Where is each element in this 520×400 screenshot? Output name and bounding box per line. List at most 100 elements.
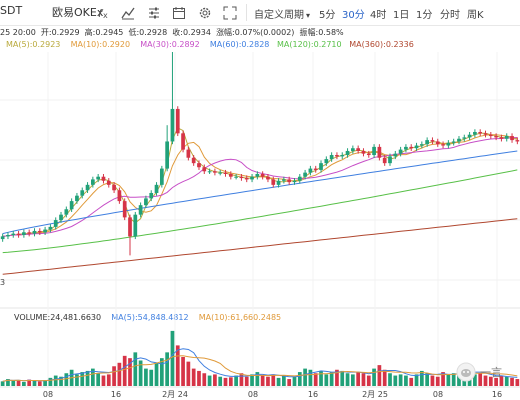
candle-body xyxy=(510,136,514,141)
volume-bar xyxy=(32,380,37,386)
candle-body xyxy=(351,148,355,151)
ma120-line xyxy=(2,169,518,254)
timeframe-timeshare[interactable]: 分时 xyxy=(440,10,460,21)
volume-bar xyxy=(313,373,318,386)
volume-bar xyxy=(122,355,127,386)
volume-bar xyxy=(22,381,26,386)
timeframe-1m[interactable]: 1分 xyxy=(416,10,433,21)
volume-bar xyxy=(319,370,323,386)
volume-bar xyxy=(271,374,276,386)
period-selector-label: 自定义周期 xyxy=(254,10,304,21)
low-value: 0.2928 xyxy=(139,28,168,37)
line-chart-icon[interactable] xyxy=(120,5,136,21)
ma120-legend: MA(120):0.2710 xyxy=(277,40,342,49)
candle-body xyxy=(414,145,419,149)
volume-bar xyxy=(414,374,419,386)
volume-ma-lines xyxy=(2,348,518,382)
candle-body xyxy=(48,226,53,230)
timeframe-30m[interactable]: 30分 xyxy=(342,10,365,21)
volume-bar xyxy=(244,376,249,386)
change-value: 0.07%(0.0002) xyxy=(234,28,295,37)
candle-body xyxy=(202,167,207,172)
calendar-icon[interactable] xyxy=(171,5,187,21)
volume-bar xyxy=(340,370,345,386)
volume-bar xyxy=(53,375,58,386)
y-axis-label: 3 xyxy=(0,278,5,287)
volume-ma10-line xyxy=(2,355,518,382)
volume-bar xyxy=(425,373,429,386)
candle-body xyxy=(64,209,69,215)
candle-body xyxy=(255,174,260,177)
candle-body xyxy=(75,195,79,202)
volume-bar xyxy=(149,369,154,386)
volume-bar xyxy=(138,360,143,386)
candle-body xyxy=(340,155,345,157)
timeframe-5m[interactable]: 5分 xyxy=(319,10,336,21)
volume-bar xyxy=(69,369,74,386)
candle-body xyxy=(319,163,323,170)
high-value: 0.2945 xyxy=(95,28,124,37)
candle-body xyxy=(313,168,318,170)
candle-body xyxy=(0,236,5,240)
volume-bar xyxy=(186,361,191,386)
candle-body xyxy=(515,140,520,142)
ma-legend-line: MA(5):0.2923 MA(10):0.2920 MA(30):0.2892… xyxy=(6,40,414,49)
svg-text:f: f xyxy=(98,7,104,20)
volume-bar xyxy=(361,373,366,386)
volume-bar xyxy=(451,373,456,386)
candle-body xyxy=(335,155,339,157)
sliders-icon[interactable] xyxy=(146,5,162,21)
x-tick-label: 08 xyxy=(43,390,53,399)
volume-bar xyxy=(404,375,408,386)
ma10-line xyxy=(2,134,518,237)
candle-body xyxy=(175,108,180,134)
timeframe-weekly[interactable]: 周K xyxy=(467,10,484,21)
volume-bar xyxy=(297,372,302,386)
volume-bar xyxy=(250,374,254,386)
candle-body xyxy=(404,146,408,150)
watermark: 一言 xyxy=(456,360,520,384)
candle-body xyxy=(282,179,286,181)
volume-bar xyxy=(175,345,180,386)
candle-body xyxy=(488,134,493,137)
gear-icon[interactable] xyxy=(197,5,213,21)
svg-text:x: x xyxy=(103,11,108,20)
volume-bar xyxy=(43,380,47,386)
candle-body xyxy=(473,131,477,135)
candle-body xyxy=(425,140,429,145)
timeframe-4h[interactable]: 4时 xyxy=(370,10,387,21)
volume-bar xyxy=(228,377,233,386)
exchange-name[interactable]: 欧易OKEx xyxy=(52,6,104,19)
candle-body xyxy=(234,176,238,178)
candle-body xyxy=(266,176,270,180)
volume-bar xyxy=(287,379,292,386)
period-selector[interactable]: 自定义周期 ▾ xyxy=(254,6,310,21)
candle-body xyxy=(197,163,201,168)
candle-body xyxy=(276,180,281,185)
volume-bar xyxy=(16,380,21,386)
candle-body xyxy=(462,137,467,139)
candle-body xyxy=(59,214,63,221)
volume-bar xyxy=(11,380,16,386)
pair-symbol[interactable]: SDT xyxy=(0,4,23,17)
volume-bar xyxy=(85,370,90,386)
candle-body xyxy=(457,138,461,142)
timeframe-1d[interactable]: 1日 xyxy=(393,10,410,21)
volume-bar xyxy=(324,374,329,386)
candle-body xyxy=(170,108,175,142)
fullscreen-icon[interactable] xyxy=(222,5,238,21)
x-tick-label: 16 xyxy=(111,390,121,399)
candle-body xyxy=(16,233,21,235)
candle-body xyxy=(133,214,138,237)
ma10-legend: MA(10):0.2920 xyxy=(70,40,131,49)
volume-bar xyxy=(435,376,440,386)
candle-body xyxy=(80,190,85,196)
candle-body xyxy=(419,144,424,146)
candle-body xyxy=(345,150,350,156)
volume-bar xyxy=(197,370,201,386)
candle-body xyxy=(32,230,37,234)
volume-ma5-line xyxy=(2,348,518,382)
x-tick-label: 16 xyxy=(308,390,318,399)
candle-body xyxy=(149,192,154,199)
